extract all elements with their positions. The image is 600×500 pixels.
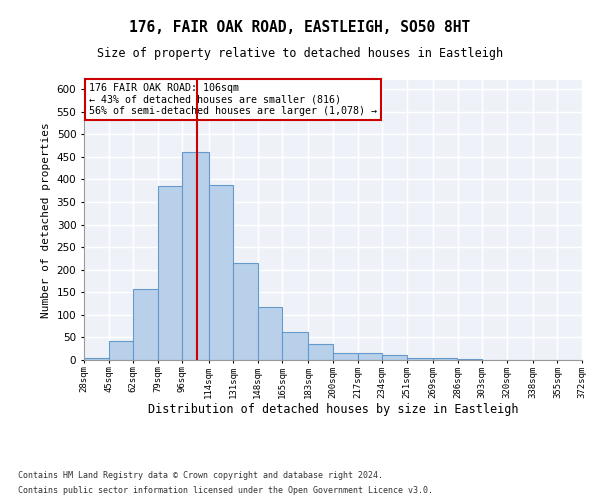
Bar bbox=[109, 341, 133, 360]
Bar bbox=[433, 358, 457, 360]
Bar bbox=[133, 288, 158, 360]
Text: 176, FAIR OAK ROAD, EASTLEIGH, SO50 8HT: 176, FAIR OAK ROAD, EASTLEIGH, SO50 8HT bbox=[130, 20, 470, 35]
Bar bbox=[182, 152, 209, 360]
Text: Contains public sector information licensed under the Open Government Licence v3: Contains public sector information licen… bbox=[18, 486, 433, 495]
Bar bbox=[258, 306, 283, 360]
X-axis label: Distribution of detached houses by size in Eastleigh: Distribution of detached houses by size … bbox=[148, 404, 518, 416]
Bar bbox=[382, 356, 407, 360]
Text: Size of property relative to detached houses in Eastleigh: Size of property relative to detached ho… bbox=[97, 48, 503, 60]
Bar bbox=[158, 186, 182, 360]
Bar bbox=[283, 332, 308, 360]
Y-axis label: Number of detached properties: Number of detached properties bbox=[41, 122, 51, 318]
Bar bbox=[333, 353, 358, 360]
Text: 176 FAIR OAK ROAD: 106sqm
← 43% of detached houses are smaller (816)
56% of semi: 176 FAIR OAK ROAD: 106sqm ← 43% of detac… bbox=[89, 83, 377, 116]
Bar bbox=[209, 185, 233, 360]
Bar bbox=[308, 344, 333, 360]
Text: Contains HM Land Registry data © Crown copyright and database right 2024.: Contains HM Land Registry data © Crown c… bbox=[18, 471, 383, 480]
Bar bbox=[358, 353, 382, 360]
Bar bbox=[458, 358, 482, 360]
Bar bbox=[84, 358, 109, 360]
Bar bbox=[233, 263, 258, 360]
Bar bbox=[407, 358, 433, 360]
